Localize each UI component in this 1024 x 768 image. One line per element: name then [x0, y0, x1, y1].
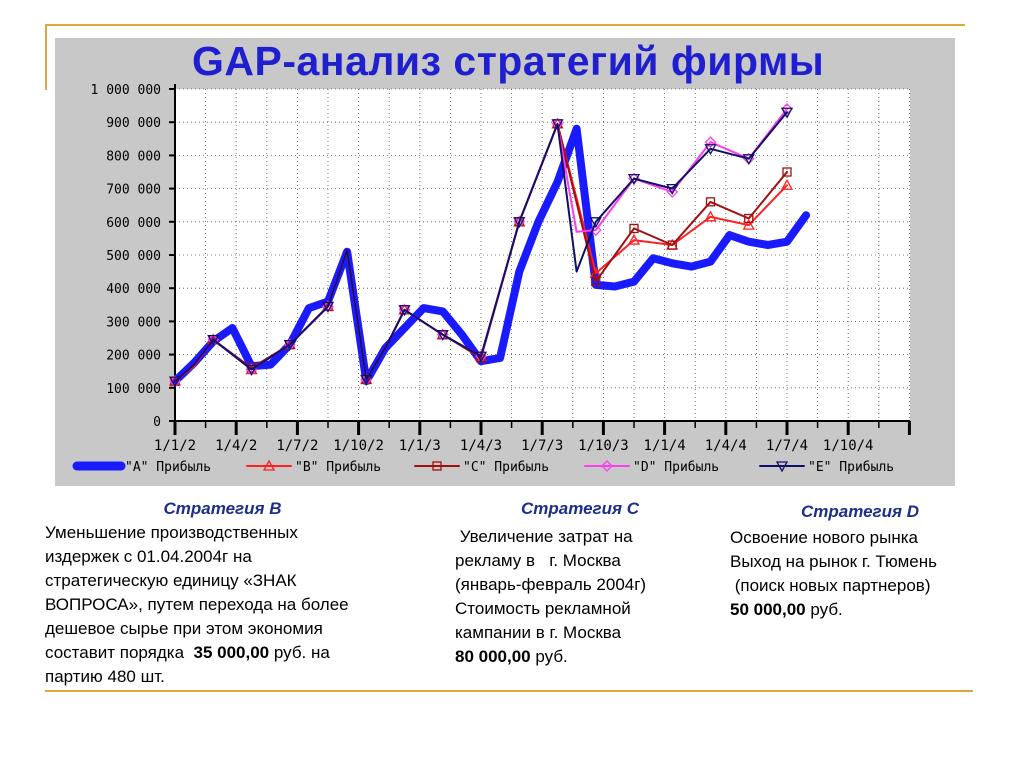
data-point-marker [551, 119, 564, 131]
data-point-marker [704, 210, 717, 222]
strategy-line: Выход на рынок г. Тюмень [730, 552, 937, 571]
strategy-line: Освоение нового рынка [730, 528, 919, 547]
y-tick-label: 400 000 [106, 282, 161, 297]
strategy-line: издержек с 01.04.2004г на [45, 547, 252, 566]
strategy-amount-line: 50 000,00 руб. [730, 598, 990, 622]
x-tick-label: 1/7/2 [276, 438, 318, 454]
strategy-line: рекламу в г. Москва [455, 551, 621, 570]
y-tick-label: 900 000 [106, 116, 161, 131]
strategy-c-block: Стратегия С Увеличение затрат на рекламу… [455, 497, 705, 669]
y-tick-label: 1 000 000 [91, 83, 161, 98]
x-tick-label: 1/10/3 [578, 438, 629, 454]
strategy-heading: Стратегия С [520, 499, 640, 518]
data-point-marker [627, 233, 641, 245]
data-point-marker [168, 376, 182, 388]
legend-label: "C" Прибыль [463, 460, 549, 475]
series-line-1 [171, 124, 811, 386]
legend-label: "A" Прибыль [125, 460, 211, 475]
data-point-marker [591, 276, 601, 287]
x-tick-label: 1/1/4 [644, 438, 686, 454]
strategy-line: стратегическую единицу «ЗНАК [45, 571, 297, 590]
data-point-marker [321, 301, 335, 313]
y-tick-label: 500 000 [106, 249, 161, 264]
data-point-marker [667, 240, 677, 250]
decorative-left-line [45, 24, 47, 90]
strategy-line: Уменьшение производственных [45, 523, 298, 542]
series-line-5 [174, 111, 788, 383]
strategy-line: ВОПРОСА», путем перехода на более [45, 595, 349, 614]
data-point-marker [666, 183, 679, 195]
data-point-marker [742, 154, 755, 166]
line-chart: 0 100 000 200 000 300 000 400 000 500 000 600 … [72, 83, 911, 475]
data-point-marker [780, 107, 794, 119]
data-point-marker [513, 217, 526, 229]
y-tick-label: 800 000 [106, 149, 161, 164]
data-point-marker [627, 173, 641, 185]
strategy-line: Увеличение затрат на [455, 527, 633, 546]
strategy-heading: Стратегия В [163, 499, 282, 518]
strategy-line: дешевое сырье при этом экономия [45, 619, 323, 638]
legend-label: "B" Прибыль [295, 460, 381, 475]
strategy-line: (январь-февраль 2004г) [455, 575, 647, 594]
strategy-line: (поиск новых партнеров) [730, 576, 931, 595]
data-point-marker [589, 217, 602, 229]
y-tick-label: 300 000 [106, 315, 161, 330]
strategy-heading: Стратегия D [800, 502, 920, 521]
legend-label: "E" Прибыль [808, 460, 894, 475]
strategy-amount: 35 000,00 [193, 643, 270, 662]
strategy-amount: 80 000,00 [455, 647, 531, 666]
amount-suffix: руб. на [269, 643, 330, 662]
data-point-marker [704, 136, 717, 149]
strategy-amount: 50 000,00 [730, 600, 806, 619]
data-point-marker [742, 218, 755, 230]
strategy-line: партию 480 шт. [45, 667, 165, 686]
legend-marker [601, 460, 613, 472]
strategy-line: кампании в г. Москва [455, 623, 622, 642]
strategy-b-block: Стратегия В Уменьшение производственных … [45, 497, 400, 689]
data-point-marker [207, 335, 220, 346]
data-point-marker [744, 213, 754, 224]
x-tick-label: 1/4/2 [215, 438, 257, 454]
data-point-marker [704, 144, 717, 156]
decorative-top-line [45, 24, 965, 26]
legend-label: "D" Прибыль [633, 460, 719, 475]
amount-suffix: руб. [805, 600, 843, 619]
legend-marker [432, 461, 442, 471]
data-point-marker [666, 186, 679, 198]
x-tick-label: 1/10/2 [333, 438, 384, 454]
data-point-marker [245, 364, 258, 376]
x-tick-label: 1/7/3 [521, 438, 563, 454]
legend-marker [262, 459, 276, 471]
amount-prefix: составит порядка [45, 643, 194, 662]
data-point-marker [398, 305, 411, 317]
legend-marker [775, 461, 789, 473]
y-tick-label: 200 000 [106, 349, 161, 364]
x-tick-label: 1/1/2 [154, 438, 196, 454]
data-point-marker [780, 178, 794, 190]
y-tick-label: 100 000 [106, 382, 161, 397]
strategy-d-block: Стратегия D Освоение нового рынка Выход … [730, 500, 990, 622]
data-point-marker [781, 103, 793, 115]
slide-title: GAP-анализ стратегий фирмы [192, 38, 825, 84]
data-point-marker [705, 197, 716, 207]
x-tick-label: 1/4/4 [705, 438, 747, 454]
data-point-marker [474, 351, 488, 363]
data-point-marker [283, 339, 296, 351]
data-point-marker [360, 374, 373, 386]
x-tick-label: 1/4/3 [460, 438, 502, 454]
strategy-amount-line: 80 000,00 руб. [455, 645, 705, 669]
y-tick-label: 0 [153, 415, 161, 430]
data-point-marker [782, 167, 792, 177]
x-tick-label: 1/7/4 [766, 438, 808, 454]
y-tick-label: 700 000 [106, 183, 161, 198]
amount-suffix: руб. [530, 647, 568, 666]
x-tick-label: 1/1/3 [399, 438, 441, 454]
decorative-bottom-line [45, 690, 973, 692]
data-point-marker [436, 330, 449, 342]
y-tick-label: 600 000 [106, 216, 161, 231]
strategy-line: Стоимость рекламной [455, 599, 631, 618]
data-point-marker [629, 223, 639, 234]
strategy-amount-line: составит порядка 35 000,00 руб. на [45, 641, 400, 665]
x-tick-label: 1/10/4 [823, 438, 874, 454]
